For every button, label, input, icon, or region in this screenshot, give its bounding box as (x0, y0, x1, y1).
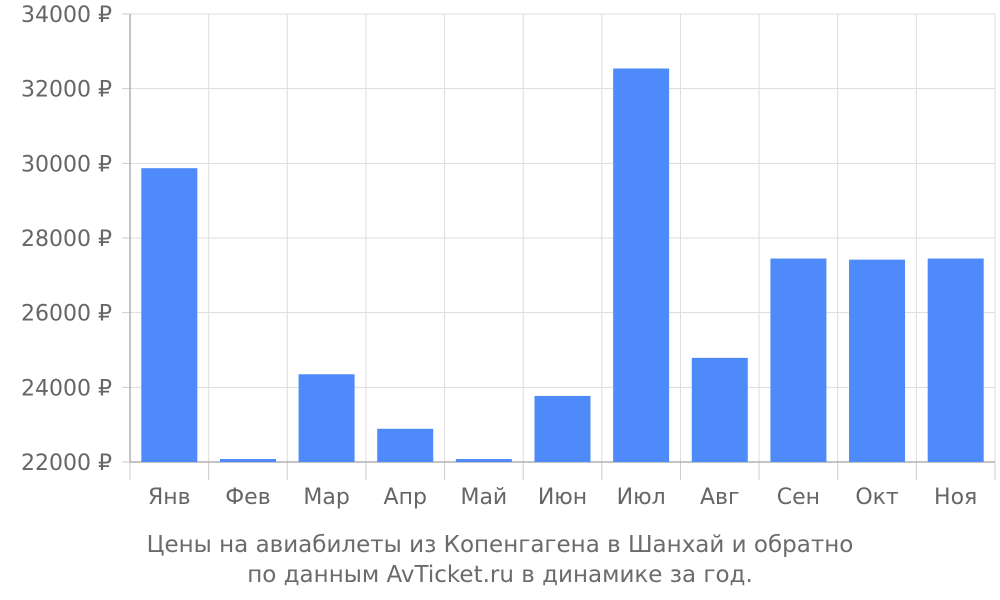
x-tick-label: Апр (384, 485, 427, 510)
y-tick-label: 22000 ₽ (21, 451, 112, 476)
x-tick-label: Июн (538, 485, 587, 510)
bars (141, 68, 984, 463)
x-tick-label: Май (460, 485, 507, 510)
bar (455, 459, 512, 462)
bar (927, 258, 984, 462)
x-tick-label: Ноя (934, 485, 977, 510)
chart-caption-line-1: Цены на авиабилеты из Копенгагена в Шанх… (146, 532, 854, 558)
y-tick-label: 30000 ₽ (21, 152, 112, 177)
y-tick-label: 28000 ₽ (21, 227, 112, 252)
x-tick-label: Окт (855, 485, 899, 510)
y-tick-label: 26000 ₽ (21, 302, 112, 327)
bar (377, 428, 434, 462)
bar (534, 395, 591, 462)
y-tick-label: 34000 ₽ (21, 3, 112, 28)
x-tick-label: Июл (617, 485, 666, 510)
bar (298, 374, 355, 462)
x-tick-label: Фев (225, 485, 270, 510)
bar (849, 259, 906, 462)
bar (141, 168, 198, 463)
x-tick-label: Авг (700, 485, 740, 510)
y-axis-ticks: 22000 ₽ 24000 ₽ 26000 ₽ 28000 ₽ 30000 ₽ 32000… (21, 3, 112, 476)
bar (770, 258, 827, 462)
bar (219, 459, 276, 462)
grid (129, 13, 996, 463)
x-tick-label: Сен (777, 485, 820, 510)
bar (691, 357, 748, 462)
y-tick-label: 32000 ₽ (21, 78, 112, 103)
chart-caption-line-2: по данным AvTicket.ru в динамике за год. (247, 562, 753, 588)
x-tick-label: Янв (148, 485, 191, 510)
bar (613, 68, 670, 463)
x-axis-ticks: Янв Фев Мар Апр Май Июн Июл Авг Сен Окт Ноя (148, 485, 977, 510)
y-tick-label: 24000 ₽ (21, 376, 112, 401)
x-tick-label: Мар (303, 485, 349, 510)
